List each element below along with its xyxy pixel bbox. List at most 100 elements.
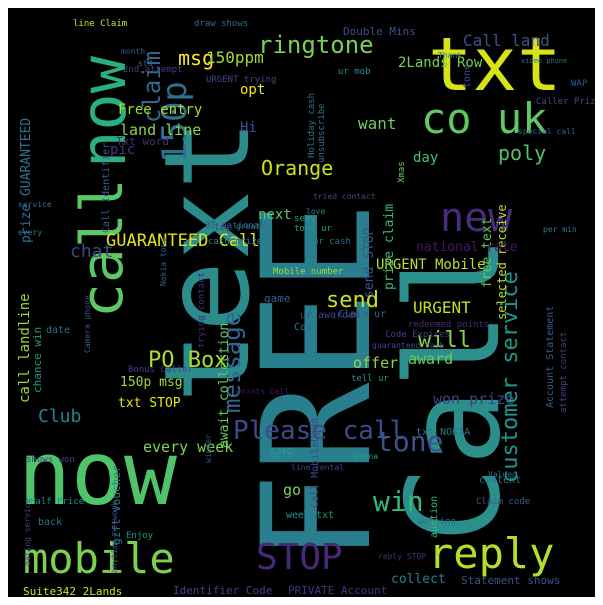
word: draw shows xyxy=(194,19,249,29)
word: 150p msg xyxy=(120,375,183,390)
word: Club xyxy=(38,406,82,427)
word: Valued xyxy=(488,470,517,479)
word: tried contact xyxy=(313,192,376,201)
word: won prize xyxy=(433,390,515,408)
word: send STOP xyxy=(362,227,377,298)
word: ur awarded xyxy=(300,310,361,321)
word: prize claim xyxy=(382,203,397,290)
word: auction xyxy=(429,495,440,538)
word: Holiday cash xyxy=(307,92,317,158)
word: love xyxy=(306,207,326,216)
word: game xyxy=(264,292,291,305)
word: Wanna xyxy=(354,452,379,461)
word: chance win xyxy=(31,326,44,393)
word: new xyxy=(440,195,513,241)
word: call landline xyxy=(17,293,33,403)
word: poly xyxy=(498,141,547,165)
word: service xyxy=(18,200,52,209)
word: tell ur xyxy=(351,374,389,384)
word: URGENT trying xyxy=(206,75,277,85)
word: prize GUARANTEED xyxy=(19,117,34,243)
word: collect xyxy=(391,572,446,587)
word: 150ppm xyxy=(206,48,264,67)
word: Hi xyxy=(240,120,257,136)
word: offer xyxy=(353,354,399,372)
word: BT national xyxy=(205,221,265,231)
word: PO Box xyxy=(148,348,228,373)
word: Double Mins xyxy=(343,25,416,38)
word: great xyxy=(236,222,261,231)
word: Please call xyxy=(233,416,406,446)
word: mobile xyxy=(23,534,175,583)
word: attempt contact xyxy=(559,331,569,413)
word: chat xyxy=(70,241,114,262)
word: Half Price xyxy=(30,497,85,507)
word: Thank xyxy=(438,51,463,60)
word: co uk xyxy=(421,94,548,143)
word: special call xyxy=(518,127,576,136)
word: sexy xyxy=(294,214,316,224)
word: national rate xyxy=(416,240,518,255)
word: winner xyxy=(204,434,213,463)
word: every week xyxy=(143,438,234,456)
word: SMS xyxy=(270,447,294,462)
word: Mobile number xyxy=(273,267,344,277)
word: Cost xyxy=(294,322,319,333)
word: month xyxy=(121,47,146,56)
word: line rental xyxy=(291,463,344,472)
word: anytime network xyxy=(110,500,119,573)
word: win xyxy=(373,485,424,518)
word: now xyxy=(18,422,177,525)
word: Claim ur xyxy=(338,309,387,320)
word: trying contact xyxy=(197,272,207,348)
word: Caller Prize xyxy=(536,97,595,107)
word: dating service xyxy=(23,498,32,566)
word: Identifier Code xyxy=(173,584,273,597)
word: go xyxy=(283,481,302,499)
word: day xyxy=(413,150,439,166)
word: Free entry xyxy=(118,102,203,118)
word: tone ur xyxy=(294,224,332,234)
word: GUARANTEED Call xyxy=(106,231,260,251)
word: opt xyxy=(240,82,266,98)
word: Txt word xyxy=(116,135,169,148)
word: 2nd attempt xyxy=(123,65,183,75)
word: txt STOP xyxy=(118,396,181,411)
word: ur cash xyxy=(313,237,351,247)
word: next xyxy=(258,207,292,223)
word: Call land xyxy=(463,31,550,50)
word: will xyxy=(418,328,471,353)
word: shows won xyxy=(26,455,75,465)
word: WAP xyxy=(571,79,588,89)
word: URGENT xyxy=(413,298,471,317)
word: 2Lands Row xyxy=(398,55,483,71)
word: ur mob xyxy=(338,67,371,77)
word: Nokia tone xyxy=(159,237,168,286)
word: reply STOP xyxy=(378,552,427,561)
word: Account Statement xyxy=(545,305,556,408)
word: txt NOKIA xyxy=(416,427,471,438)
word: line Claim xyxy=(73,19,128,29)
word: Statement shows xyxy=(461,574,561,587)
word: per min xyxy=(543,225,577,234)
word: reply xyxy=(428,529,555,578)
word-cloud: FREE Call text now txt now call co uk mo… xyxy=(8,8,595,597)
word: redeemed points xyxy=(408,320,490,330)
word: Camera phone xyxy=(83,295,92,353)
word: tone xyxy=(376,425,444,458)
word: award xyxy=(408,350,454,368)
word: tone xyxy=(462,63,473,88)
word: points Call xyxy=(236,387,289,396)
word: Enjoy xyxy=(126,531,154,541)
word: Claim code xyxy=(476,497,531,507)
word: guaranteed cash xyxy=(372,341,445,350)
word: waiting xyxy=(418,517,456,527)
word: PRIVATE Account xyxy=(288,584,388,597)
word: every xyxy=(18,228,43,237)
word: await collection xyxy=(217,322,232,448)
word: cash prize xyxy=(208,237,263,247)
word: send xyxy=(326,288,379,313)
word: Bonus Caller xyxy=(128,365,194,375)
word: std xyxy=(138,59,153,68)
word: msg xyxy=(178,46,215,70)
